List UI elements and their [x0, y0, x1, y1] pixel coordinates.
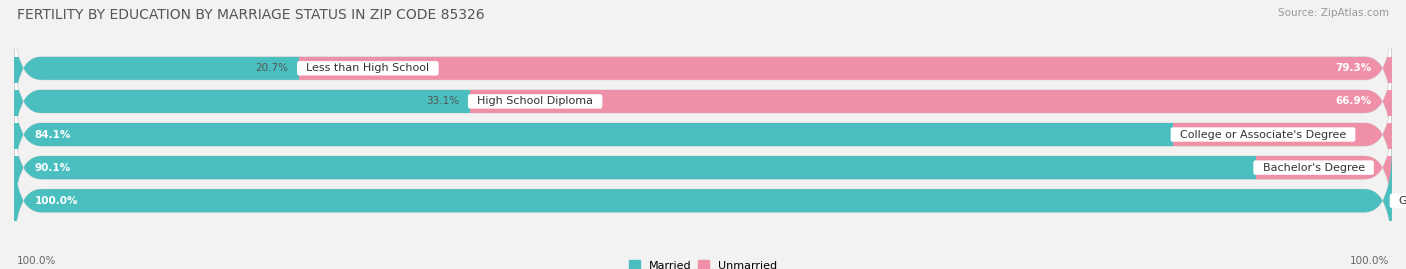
FancyBboxPatch shape: [443, 47, 1392, 156]
Text: 100.0%: 100.0%: [35, 196, 79, 206]
Text: Graduate Degree: Graduate Degree: [1392, 196, 1406, 206]
FancyBboxPatch shape: [14, 80, 1392, 189]
Text: 33.1%: 33.1%: [426, 96, 460, 107]
FancyBboxPatch shape: [14, 47, 498, 156]
Text: Source: ZipAtlas.com: Source: ZipAtlas.com: [1278, 8, 1389, 18]
FancyBboxPatch shape: [14, 113, 1284, 222]
Text: 84.1%: 84.1%: [35, 129, 72, 140]
FancyBboxPatch shape: [271, 14, 1392, 123]
Text: 20.7%: 20.7%: [256, 63, 288, 73]
Text: 66.9%: 66.9%: [1336, 96, 1371, 107]
Legend: Married, Unmarried: Married, Unmarried: [624, 256, 782, 269]
FancyBboxPatch shape: [14, 47, 1392, 156]
FancyBboxPatch shape: [1146, 80, 1392, 189]
Text: 90.1%: 90.1%: [35, 162, 70, 173]
Text: College or Associate's Degree: College or Associate's Degree: [1173, 129, 1353, 140]
FancyBboxPatch shape: [14, 14, 1392, 123]
Text: 100.0%: 100.0%: [17, 256, 56, 266]
Text: 100.0%: 100.0%: [1350, 256, 1389, 266]
FancyBboxPatch shape: [14, 80, 1201, 189]
FancyBboxPatch shape: [14, 14, 326, 123]
FancyBboxPatch shape: [14, 146, 1392, 255]
FancyBboxPatch shape: [14, 146, 1392, 255]
Text: FERTILITY BY EDUCATION BY MARRIAGE STATUS IN ZIP CODE 85326: FERTILITY BY EDUCATION BY MARRIAGE STATU…: [17, 8, 485, 22]
Text: Less than High School: Less than High School: [299, 63, 436, 73]
FancyBboxPatch shape: [14, 113, 1392, 222]
Text: 79.3%: 79.3%: [1336, 63, 1371, 73]
Text: Bachelor's Degree: Bachelor's Degree: [1256, 162, 1372, 173]
FancyBboxPatch shape: [1227, 113, 1392, 222]
Text: High School Diploma: High School Diploma: [470, 96, 600, 107]
